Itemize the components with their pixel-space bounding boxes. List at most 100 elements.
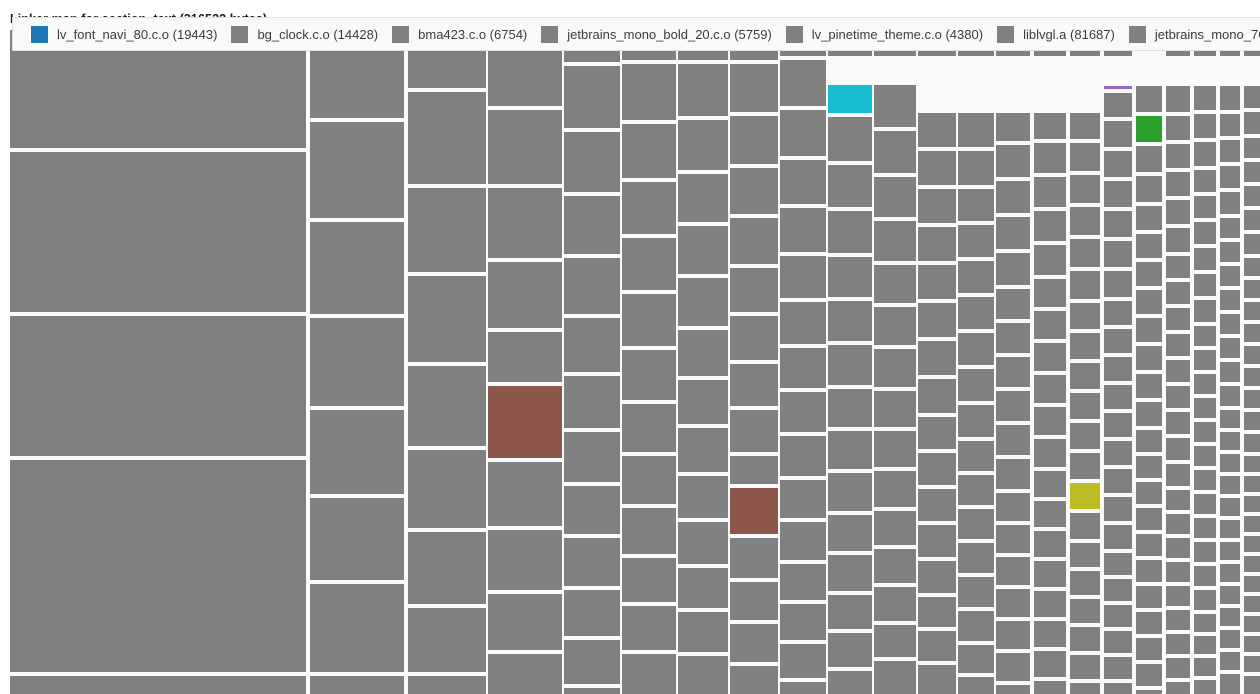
treemap-tile[interactable]	[874, 471, 916, 507]
treemap-tile[interactable]	[874, 307, 916, 345]
treemap-tile[interactable]	[678, 226, 728, 274]
treemap-tile[interactable]	[828, 633, 872, 667]
treemap-tile[interactable]	[874, 349, 916, 387]
treemap-tile[interactable]	[996, 253, 1030, 285]
treemap-tile[interactable]	[996, 557, 1030, 585]
treemap-tile[interactable]	[958, 225, 994, 257]
treemap-tile[interactable]	[1136, 318, 1162, 342]
treemap-tile[interactable]	[1220, 630, 1240, 648]
treemap-tile[interactable]	[918, 489, 956, 521]
treemap-tile[interactable]	[564, 196, 620, 254]
treemap-canvas[interactable]	[10, 30, 1260, 694]
treemap-tile[interactable]	[1136, 586, 1162, 608]
treemap-tile[interactable]	[958, 189, 994, 221]
treemap-tile[interactable]	[780, 256, 826, 298]
treemap-tile[interactable]	[564, 486, 620, 534]
treemap-tile[interactable]	[1070, 271, 1100, 299]
treemap-tile[interactable]	[1166, 490, 1190, 510]
treemap-tile[interactable]	[730, 316, 778, 360]
treemap-tile[interactable]	[918, 151, 956, 185]
treemap-tile[interactable]	[678, 64, 728, 116]
treemap-tile[interactable]	[1194, 542, 1216, 562]
treemap-tile[interactable]	[1244, 368, 1260, 386]
treemap-tile[interactable]	[1070, 513, 1100, 539]
treemap-tile[interactable]	[828, 555, 872, 591]
treemap-tile[interactable]	[1070, 543, 1100, 567]
legend-entry[interactable]: liblvgl.a (81687)	[997, 25, 1115, 43]
treemap-tile[interactable]	[1034, 375, 1066, 403]
treemap-tile[interactable]	[1166, 308, 1190, 330]
treemap-tile[interactable]	[1070, 683, 1100, 694]
treemap-tile[interactable]	[564, 258, 620, 314]
treemap-tile[interactable]	[1244, 516, 1260, 532]
treemap-tile[interactable]	[1244, 346, 1260, 364]
treemap-tile[interactable]	[1220, 314, 1240, 334]
treemap-tile[interactable]	[564, 376, 620, 428]
treemap-tile[interactable]	[1244, 434, 1260, 452]
treemap-tile[interactable]	[996, 145, 1030, 177]
treemap-tile[interactable]	[780, 644, 826, 678]
treemap-tile[interactable]	[1070, 363, 1100, 389]
treemap-tile[interactable]	[1104, 385, 1132, 409]
treemap-tile[interactable]	[1194, 300, 1216, 322]
treemap-tile[interactable]	[780, 436, 826, 476]
treemap-tile[interactable]	[1070, 207, 1100, 235]
treemap-tile[interactable]	[918, 525, 956, 557]
treemap-tile[interactable]	[1220, 242, 1240, 262]
treemap-tile[interactable]	[1194, 680, 1216, 694]
treemap-tile[interactable]	[1220, 476, 1240, 494]
treemap-tile[interactable]	[1104, 301, 1132, 325]
treemap-tile[interactable]	[1244, 138, 1260, 158]
treemap-tile[interactable]	[1220, 386, 1240, 406]
treemap-tile[interactable]	[1244, 162, 1260, 182]
treemap-tile[interactable]	[310, 122, 404, 218]
treemap-tile[interactable]	[1104, 553, 1132, 575]
treemap-tile[interactable]	[1220, 432, 1240, 450]
treemap-tile[interactable]	[1194, 374, 1216, 394]
treemap-tile[interactable]	[780, 302, 826, 344]
treemap-tile[interactable]	[996, 289, 1030, 319]
treemap-tile[interactable]	[918, 265, 956, 299]
treemap-tile[interactable]	[408, 366, 486, 446]
treemap-tile[interactable]	[1136, 206, 1162, 230]
treemap-tile[interactable]	[874, 391, 916, 427]
treemap-tile[interactable]	[10, 676, 306, 694]
treemap-tile[interactable]	[1136, 146, 1162, 172]
treemap-tile[interactable]	[1194, 222, 1216, 244]
treemap-tile[interactable]	[1034, 681, 1066, 694]
treemap-tile[interactable]	[310, 410, 404, 494]
treemap-tile[interactable]	[1244, 576, 1260, 592]
treemap-tile[interactable]	[1220, 542, 1240, 560]
treemap-tile[interactable]	[1104, 469, 1132, 493]
treemap-tile[interactable]	[310, 222, 404, 314]
treemap-tile[interactable]	[958, 405, 994, 437]
treemap-tile[interactable]	[1136, 690, 1162, 694]
treemap-tile[interactable]	[1070, 423, 1100, 449]
treemap-tile[interactable]	[1136, 664, 1162, 686]
treemap-tile[interactable]	[1244, 496, 1260, 512]
treemap-tile[interactable]	[1070, 239, 1100, 267]
treemap-tile[interactable]	[622, 558, 676, 602]
treemap-tile[interactable]	[1136, 430, 1162, 452]
treemap-tile[interactable]	[1070, 453, 1100, 479]
treemap-tile[interactable]	[1244, 280, 1260, 298]
treemap-tile[interactable]	[678, 380, 728, 424]
treemap-tile[interactable]	[918, 597, 956, 627]
treemap-tile[interactable]	[622, 238, 676, 290]
treemap-tile[interactable]	[1194, 248, 1216, 270]
treemap-tile[interactable]	[678, 330, 728, 376]
treemap-tile[interactable]	[874, 221, 916, 261]
treemap-tile[interactable]	[1136, 612, 1162, 634]
treemap-tile[interactable]	[1244, 112, 1260, 134]
treemap-tile[interactable]	[564, 318, 620, 372]
treemap-tile[interactable]	[1220, 290, 1240, 310]
treemap-tile[interactable]	[1244, 412, 1260, 430]
treemap-tile[interactable]	[1244, 324, 1260, 342]
treemap-tile[interactable]	[1104, 525, 1132, 549]
treemap-tile[interactable]	[678, 174, 728, 222]
treemap-tile[interactable]	[1034, 531, 1066, 557]
treemap-tile[interactable]	[488, 332, 562, 382]
treemap-tile[interactable]	[1220, 454, 1240, 472]
treemap-tile[interactable]	[730, 488, 778, 534]
treemap-tile[interactable]	[1244, 86, 1260, 108]
